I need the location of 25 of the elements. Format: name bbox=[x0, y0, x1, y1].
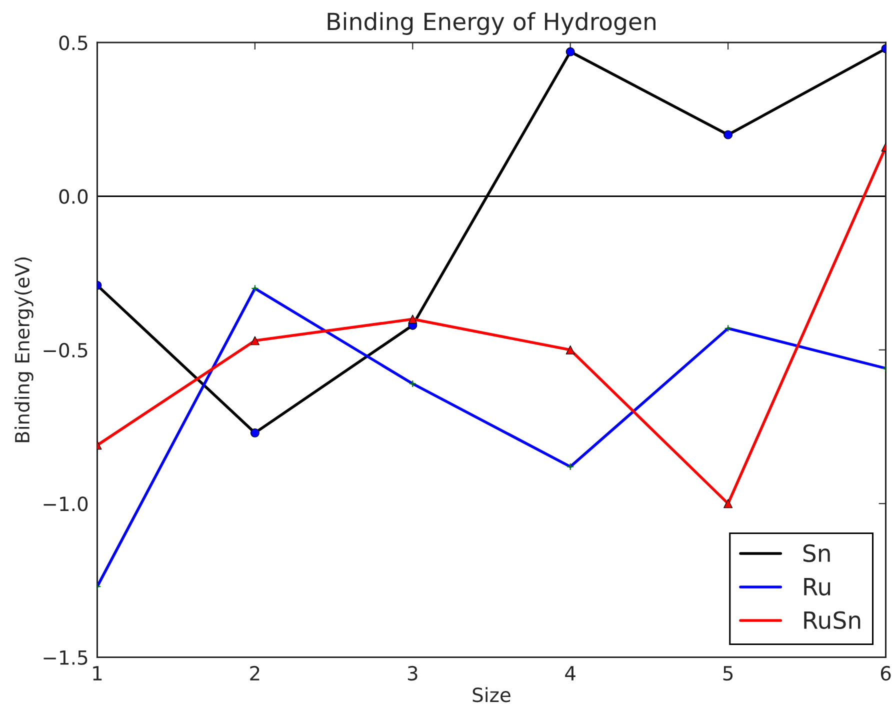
y-tick-label: 0.5 bbox=[59, 35, 88, 50]
y-tick-label: 0.0 bbox=[59, 189, 88, 204]
point bbox=[251, 284, 259, 292]
legend-label: Sn bbox=[803, 544, 830, 562]
y-tick-label: −1.5 bbox=[44, 650, 88, 665]
point bbox=[408, 380, 416, 388]
point bbox=[724, 499, 733, 508]
x-tick-label: 5 bbox=[723, 666, 733, 681]
x-tick-label: 2 bbox=[250, 666, 260, 680]
x-tick-label: 3 bbox=[408, 666, 418, 681]
point bbox=[724, 324, 732, 332]
legend-label: RuSn bbox=[804, 611, 860, 630]
point bbox=[566, 462, 574, 470]
point bbox=[566, 345, 575, 354]
x-tick-label: 1 bbox=[93, 666, 102, 680]
point bbox=[408, 314, 418, 324]
legend-label: Ru bbox=[804, 578, 830, 596]
point bbox=[250, 336, 260, 346]
x-tick-label: 4 bbox=[565, 666, 576, 680]
x-axis-title: Size bbox=[472, 687, 510, 702]
y-tick-label: −1.0 bbox=[44, 496, 88, 512]
x-tick-label: 6 bbox=[880, 666, 891, 681]
y-axis-title: Binding Energy(eV) bbox=[14, 257, 34, 442]
chart-title: Binding Energy of Hydrogen bbox=[328, 12, 656, 35]
y-tick-label: −0.5 bbox=[44, 342, 88, 358]
